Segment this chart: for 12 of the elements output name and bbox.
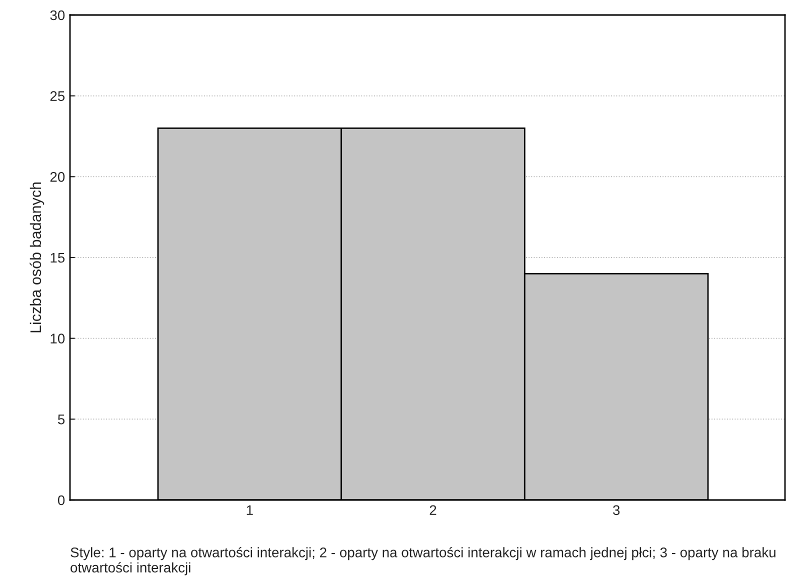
y-tick-label: 0 [58, 495, 65, 506]
x-tick-label: 2 [430, 505, 436, 515]
y-tick-label: 15 [50, 252, 65, 263]
y-tick-label: 30 [50, 10, 65, 20]
y-axis-title: Liczba osób badanych [30, 182, 44, 332]
y-tick-label: 25 [50, 91, 65, 102]
y-tick-label: 20 [50, 172, 65, 182]
text: Style: 1 - oparty na otwartości interakcji; 2 - oparty na otwartości interakcji w ramach jednej płci; 3 - oparty na braku otwartości interakcji [70, 547, 776, 576]
y-tick-label: 10 [50, 334, 65, 344]
x-tick-label: 1 [246, 505, 253, 515]
y-tick-label: 5 [58, 414, 65, 424]
x-tick-label: 3 [613, 505, 620, 516]
